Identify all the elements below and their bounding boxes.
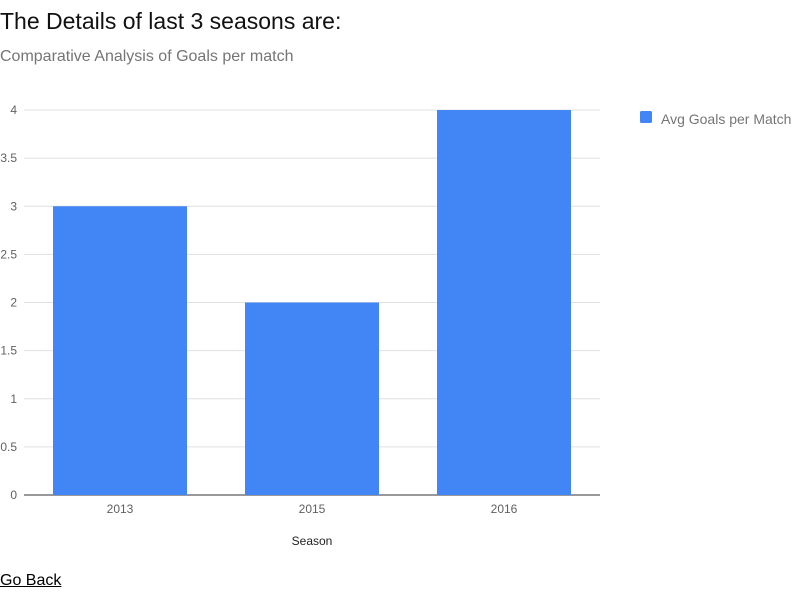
go-back-link[interactable]: Go Back — [0, 572, 62, 589]
x-tick-label: 2013 — [107, 502, 134, 516]
y-tick-label: 2.5 — [0, 247, 17, 261]
bar-2016[interactable] — [437, 110, 571, 495]
bar-2013[interactable] — [53, 206, 187, 495]
x-tick-label: 2016 — [491, 502, 518, 516]
y-tick-label: 3.5 — [0, 151, 17, 165]
bar-chart: 0 0.5 1 1.5 2 2.5 3 3.5 4 2013 2015 2016 Season Avg G… — [0, 103, 791, 548]
x-tick-label: 2015 — [299, 502, 326, 516]
y-tick-label: 0.5 — [0, 440, 17, 454]
y-tick-label: 1.5 — [0, 344, 17, 358]
y-tick-label: 3 — [10, 199, 17, 213]
legend-swatch — [640, 111, 652, 123]
page-heading: The Details of last 3 seasons are: — [0, 8, 342, 34]
y-tick-label: 4 — [10, 103, 17, 117]
chart-subtitle: Comparative Analysis of Goals per match — [0, 48, 294, 65]
y-tick-label: 0 — [10, 488, 17, 502]
bar-2015[interactable] — [245, 302, 379, 496]
x-axis-label: Season — [292, 534, 333, 548]
y-tick-label: 1 — [10, 392, 17, 406]
legend-label: Avg Goals per Match — [661, 111, 791, 127]
y-tick-label: 2 — [10, 296, 17, 310]
